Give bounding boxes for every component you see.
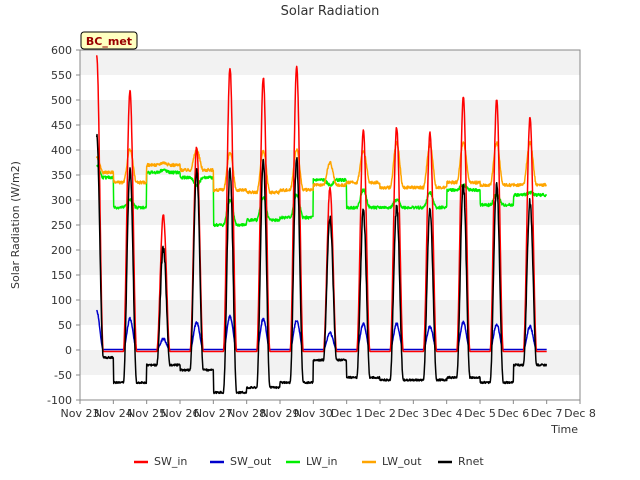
grid-band — [80, 325, 580, 350]
y-axis-label: Solar Radiation (W/m2) — [9, 161, 22, 289]
grid-band — [80, 125, 580, 150]
grid-band — [80, 100, 580, 125]
legend-label: SW_out — [230, 455, 272, 468]
grid-band — [80, 275, 580, 300]
chart-title: Solar Radiation — [281, 4, 380, 19]
grid-band — [80, 300, 580, 325]
series-line-rnet — [95, 133, 548, 395]
x-tick-label: Dec 6 — [497, 407, 529, 420]
y-tick-label: 350 — [51, 169, 72, 182]
y-tick-label: 600 — [51, 44, 72, 57]
series-line-lw-out — [95, 140, 548, 195]
y-tick-label: 150 — [51, 269, 72, 282]
grid-band — [80, 375, 580, 400]
y-tick-label: -50 — [54, 369, 72, 382]
grid-band — [80, 350, 580, 375]
x-tick-label: Nov 24 — [94, 407, 133, 420]
legend-label: SW_in — [154, 455, 187, 468]
x-tick-label: Nov 23 — [61, 407, 100, 420]
x-tick-label: Nov 28 — [227, 407, 266, 420]
y-tick-label: 200 — [51, 244, 72, 257]
x-tick-label: Dec 1 — [331, 407, 363, 420]
x-tick-label: Dec 8 — [564, 407, 596, 420]
annotation-box: BC_met — [80, 31, 138, 50]
y-tick-label: 550 — [51, 69, 72, 82]
x-tick-label: Nov 29 — [261, 407, 300, 420]
grid-band — [80, 250, 580, 275]
grid-band — [80, 225, 580, 250]
legend-label: Rnet — [458, 455, 484, 468]
x-axis-label: Time — [550, 423, 578, 436]
x-tick-label: Nov 30 — [294, 407, 333, 420]
x-tick-label: Dec 3 — [397, 407, 429, 420]
y-tick-label: -100 — [47, 394, 72, 407]
x-tick-label: Nov 26 — [161, 407, 200, 420]
y-tick-label: 400 — [51, 144, 72, 157]
axis-ticks: -100 -50 0 50 100 150 200 250 300 350 400 450 500 550… — [47, 44, 596, 420]
grid-band — [80, 75, 580, 100]
series-line-sw-in — [95, 55, 548, 353]
grid-band — [80, 50, 580, 75]
x-tick-label: Dec 2 — [364, 407, 396, 420]
series-line-lw-in — [96, 164, 548, 228]
series-layer — [95, 55, 548, 395]
x-tick-label: Dec 7 — [531, 407, 563, 420]
y-tick-label: 50 — [58, 319, 72, 332]
legend-label: LW_out — [382, 455, 422, 468]
y-tick-label: 0 — [65, 344, 72, 357]
legend: SW_in SW_out LW_in LW_out Rnet — [134, 455, 484, 468]
x-tick-label: Dec 5 — [464, 407, 496, 420]
x-tick-label: Dec 4 — [431, 407, 463, 420]
y-tick-label: 300 — [51, 194, 72, 207]
x-tick-label: Nov 27 — [194, 407, 233, 420]
annotation-text: BC_met — [86, 35, 132, 48]
x-tick-label: Nov 25 — [127, 407, 166, 420]
y-tick-label: 250 — [51, 219, 72, 232]
series-line-sw-out — [96, 309, 548, 351]
legend-label: LW_in — [306, 455, 338, 468]
y-tick-label: 500 — [51, 94, 72, 107]
y-tick-label: 100 — [51, 294, 72, 307]
y-tick-label: 450 — [51, 119, 72, 132]
grid-bands — [80, 50, 580, 400]
